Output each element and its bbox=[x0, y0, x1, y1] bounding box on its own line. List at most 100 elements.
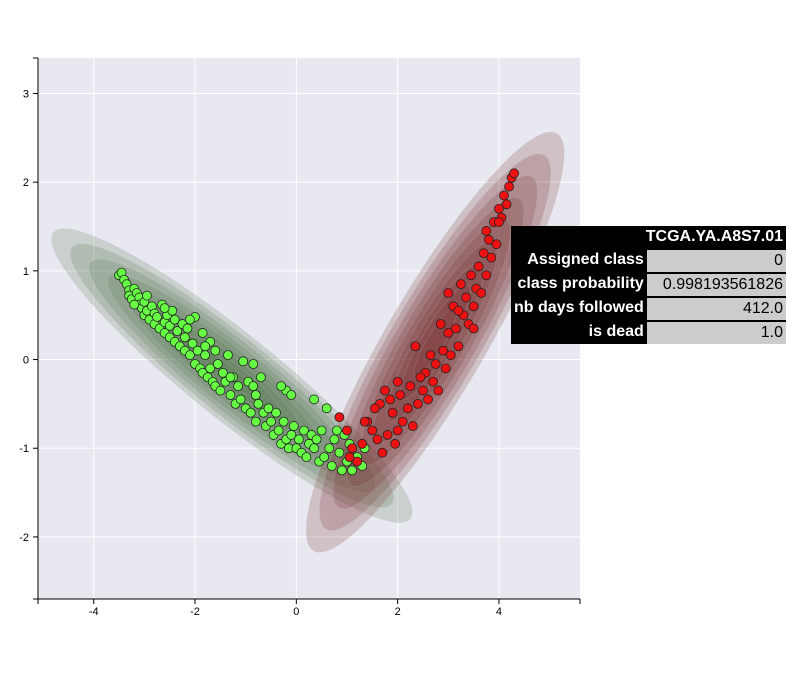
data-point[interactable] bbox=[271, 407, 281, 418]
data-point[interactable] bbox=[438, 345, 449, 356]
data-point[interactable] bbox=[344, 452, 355, 462]
data-point[interactable] bbox=[369, 403, 380, 414]
data-point[interactable] bbox=[499, 190, 509, 201]
data-point[interactable] bbox=[395, 390, 406, 400]
data-point[interactable] bbox=[185, 350, 195, 361]
data-point[interactable] bbox=[486, 252, 497, 263]
data-point[interactable] bbox=[334, 412, 345, 423]
data-point[interactable] bbox=[461, 292, 471, 303]
data-point[interactable] bbox=[387, 407, 398, 418]
data-point[interactable] bbox=[473, 261, 484, 272]
data-point[interactable] bbox=[217, 367, 228, 378]
data-point[interactable] bbox=[187, 338, 198, 349]
data-point[interactable] bbox=[169, 314, 180, 325]
data-point[interactable] bbox=[192, 345, 203, 356]
data-point[interactable] bbox=[179, 332, 190, 343]
data-point[interactable] bbox=[159, 303, 170, 314]
data-point[interactable] bbox=[491, 239, 502, 250]
data-point[interactable] bbox=[430, 359, 441, 369]
data-point[interactable] bbox=[402, 403, 413, 414]
data-point[interactable] bbox=[253, 398, 264, 409]
data-point[interactable] bbox=[342, 425, 352, 436]
data-point[interactable] bbox=[494, 203, 504, 214]
data-point[interactable] bbox=[238, 356, 249, 367]
data-point[interactable] bbox=[334, 447, 345, 458]
data-point[interactable] bbox=[326, 461, 337, 471]
data-point[interactable] bbox=[266, 416, 276, 427]
data-point[interactable] bbox=[273, 425, 284, 436]
data-point[interactable] bbox=[433, 385, 444, 396]
data-point[interactable] bbox=[329, 434, 340, 445]
data-point[interactable] bbox=[501, 199, 512, 210]
data-point[interactable] bbox=[324, 443, 335, 454]
data-point[interactable] bbox=[331, 425, 342, 436]
data-point[interactable] bbox=[466, 270, 476, 281]
data-point[interactable] bbox=[311, 434, 322, 445]
data-point[interactable] bbox=[443, 288, 454, 298]
data-point[interactable] bbox=[223, 350, 233, 361]
data-point[interactable] bbox=[316, 425, 327, 436]
data-point[interactable] bbox=[309, 394, 319, 405]
data-point[interactable] bbox=[276, 381, 287, 392]
data-point[interactable] bbox=[445, 350, 456, 361]
data-point[interactable] bbox=[390, 438, 401, 449]
data-point[interactable] bbox=[357, 438, 368, 449]
data-point[interactable] bbox=[405, 381, 416, 392]
data-point[interactable] bbox=[233, 381, 243, 392]
data-point[interactable] bbox=[278, 416, 289, 427]
data-point[interactable] bbox=[200, 341, 211, 352]
data-point[interactable] bbox=[380, 385, 390, 396]
data-point[interactable] bbox=[250, 416, 261, 427]
data-point[interactable] bbox=[129, 299, 140, 310]
data-point[interactable] bbox=[293, 434, 304, 445]
data-point[interactable] bbox=[382, 430, 393, 440]
data-point[interactable] bbox=[352, 456, 363, 467]
data-point[interactable] bbox=[509, 168, 520, 179]
data-point[interactable] bbox=[301, 452, 312, 462]
data-point[interactable] bbox=[359, 416, 370, 427]
data-point[interactable] bbox=[440, 363, 451, 374]
data-point[interactable] bbox=[494, 217, 504, 227]
data-point[interactable] bbox=[450, 323, 461, 334]
data-point[interactable] bbox=[263, 403, 274, 414]
data-point[interactable] bbox=[410, 341, 421, 352]
data-point[interactable] bbox=[212, 359, 223, 369]
data-point[interactable] bbox=[225, 372, 236, 383]
data-point[interactable] bbox=[182, 323, 193, 334]
data-point[interactable] bbox=[286, 390, 297, 400]
data-point[interactable] bbox=[428, 376, 439, 387]
data-point[interactable] bbox=[321, 403, 332, 414]
data-point[interactable] bbox=[347, 443, 357, 454]
data-point[interactable] bbox=[200, 350, 211, 361]
data-point[interactable] bbox=[185, 314, 195, 325]
data-point[interactable] bbox=[453, 305, 464, 316]
data-point[interactable] bbox=[172, 326, 183, 337]
data-point[interactable] bbox=[456, 279, 466, 290]
data-point[interactable] bbox=[286, 430, 297, 440]
data-point[interactable] bbox=[481, 270, 492, 281]
data-point[interactable] bbox=[392, 376, 403, 387]
data-point[interactable] bbox=[478, 248, 489, 259]
data-point[interactable] bbox=[215, 385, 226, 396]
data-point[interactable] bbox=[142, 290, 152, 301]
data-point[interactable] bbox=[248, 359, 259, 369]
data-point[interactable] bbox=[309, 443, 319, 454]
data-point[interactable] bbox=[483, 234, 494, 245]
data-point[interactable] bbox=[481, 226, 492, 236]
data-point[interactable] bbox=[319, 452, 330, 462]
data-point[interactable] bbox=[392, 425, 403, 436]
data-point[interactable] bbox=[476, 288, 487, 298]
data-point[interactable] bbox=[443, 328, 454, 338]
data-point[interactable] bbox=[415, 372, 426, 383]
data-point[interactable] bbox=[385, 394, 395, 405]
data-point[interactable] bbox=[255, 372, 266, 383]
data-point[interactable] bbox=[347, 465, 357, 476]
data-point[interactable] bbox=[377, 447, 388, 458]
data-point[interactable] bbox=[152, 312, 162, 322]
data-point[interactable] bbox=[299, 425, 309, 436]
data-point[interactable] bbox=[418, 385, 428, 396]
data-point[interactable] bbox=[504, 181, 514, 192]
data-point[interactable] bbox=[210, 345, 221, 356]
data-point[interactable] bbox=[413, 398, 423, 409]
data-point[interactable] bbox=[453, 341, 464, 352]
